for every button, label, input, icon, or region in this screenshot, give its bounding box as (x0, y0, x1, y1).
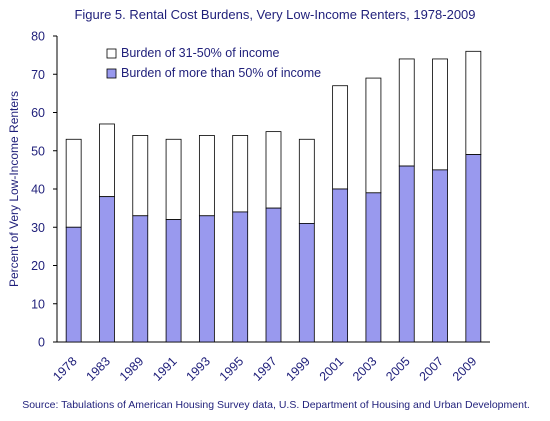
bar-moderate-burden (365, 77, 382, 194)
bar-severe-burden (465, 154, 482, 343)
bar-severe-burden (332, 188, 349, 343)
source-note: Source: Tabulations of American Housing … (22, 399, 530, 411)
x-tick-label: 1989 (117, 354, 147, 384)
y-tick-label: 40 (31, 183, 45, 197)
y-tick-label: 80 (31, 30, 45, 44)
bar-severe-burden (298, 223, 315, 343)
bar-moderate-burden (65, 138, 82, 228)
bar-moderate-burden (99, 123, 115, 198)
x-tick-label: 2007 (417, 354, 447, 384)
y-axis-title: Percent of Very Low-Income Renters (7, 91, 21, 287)
x-tick-label: 1991 (150, 354, 180, 384)
x-tick-label: 1999 (283, 354, 313, 384)
legend-swatch (106, 68, 117, 79)
y-tick-label: 70 (31, 68, 45, 82)
legend-label: Burden of 31-50% of income (121, 46, 279, 60)
bar-moderate-burden (432, 58, 448, 171)
x-tick-label: 1983 (84, 354, 114, 384)
bar-severe-burden (65, 226, 82, 343)
legend-label: Burden of more than 50% of income (121, 66, 321, 80)
x-tick-label: 2003 (350, 354, 380, 384)
y-tick-label: 0 (38, 336, 45, 350)
bar-severe-burden (165, 219, 182, 343)
x-tick-label: 2009 (450, 354, 480, 384)
x-tick-label: 1997 (250, 354, 280, 384)
bar-moderate-burden (332, 85, 349, 190)
bar-severe-burden (198, 215, 215, 343)
bar-moderate-burden (465, 50, 482, 155)
legend-swatch (106, 48, 117, 59)
bar-severe-burden (398, 165, 415, 343)
x-tick-label: 1993 (183, 354, 213, 384)
y-tick-label: 30 (31, 221, 45, 235)
bar-severe-burden (232, 211, 249, 343)
bar-moderate-burden (165, 138, 182, 220)
y-tick-label: 50 (31, 144, 45, 158)
bar-severe-burden (265, 207, 282, 343)
bar-severe-burden (99, 196, 115, 343)
bar-severe-burden (365, 192, 382, 343)
x-tick-label: 2001 (317, 354, 347, 384)
bar-moderate-burden (232, 135, 249, 213)
bar-moderate-burden (198, 135, 215, 217)
bar-severe-burden (432, 169, 448, 343)
y-tick-label: 10 (31, 297, 45, 311)
bar-moderate-burden (298, 138, 315, 224)
bar-moderate-burden (265, 131, 282, 209)
x-tick-label: 2005 (383, 354, 413, 384)
y-tick-label: 60 (31, 106, 45, 120)
y-tick-label: 20 (31, 259, 45, 273)
bar-moderate-burden (398, 58, 415, 167)
bar-severe-burden (132, 215, 149, 343)
x-tick-label: 1978 (50, 354, 80, 384)
bar-moderate-burden (132, 135, 149, 217)
chart-title: Figure 5. Rental Cost Burdens, Very Low-… (74, 7, 476, 22)
x-tick-label: 1995 (217, 354, 247, 384)
